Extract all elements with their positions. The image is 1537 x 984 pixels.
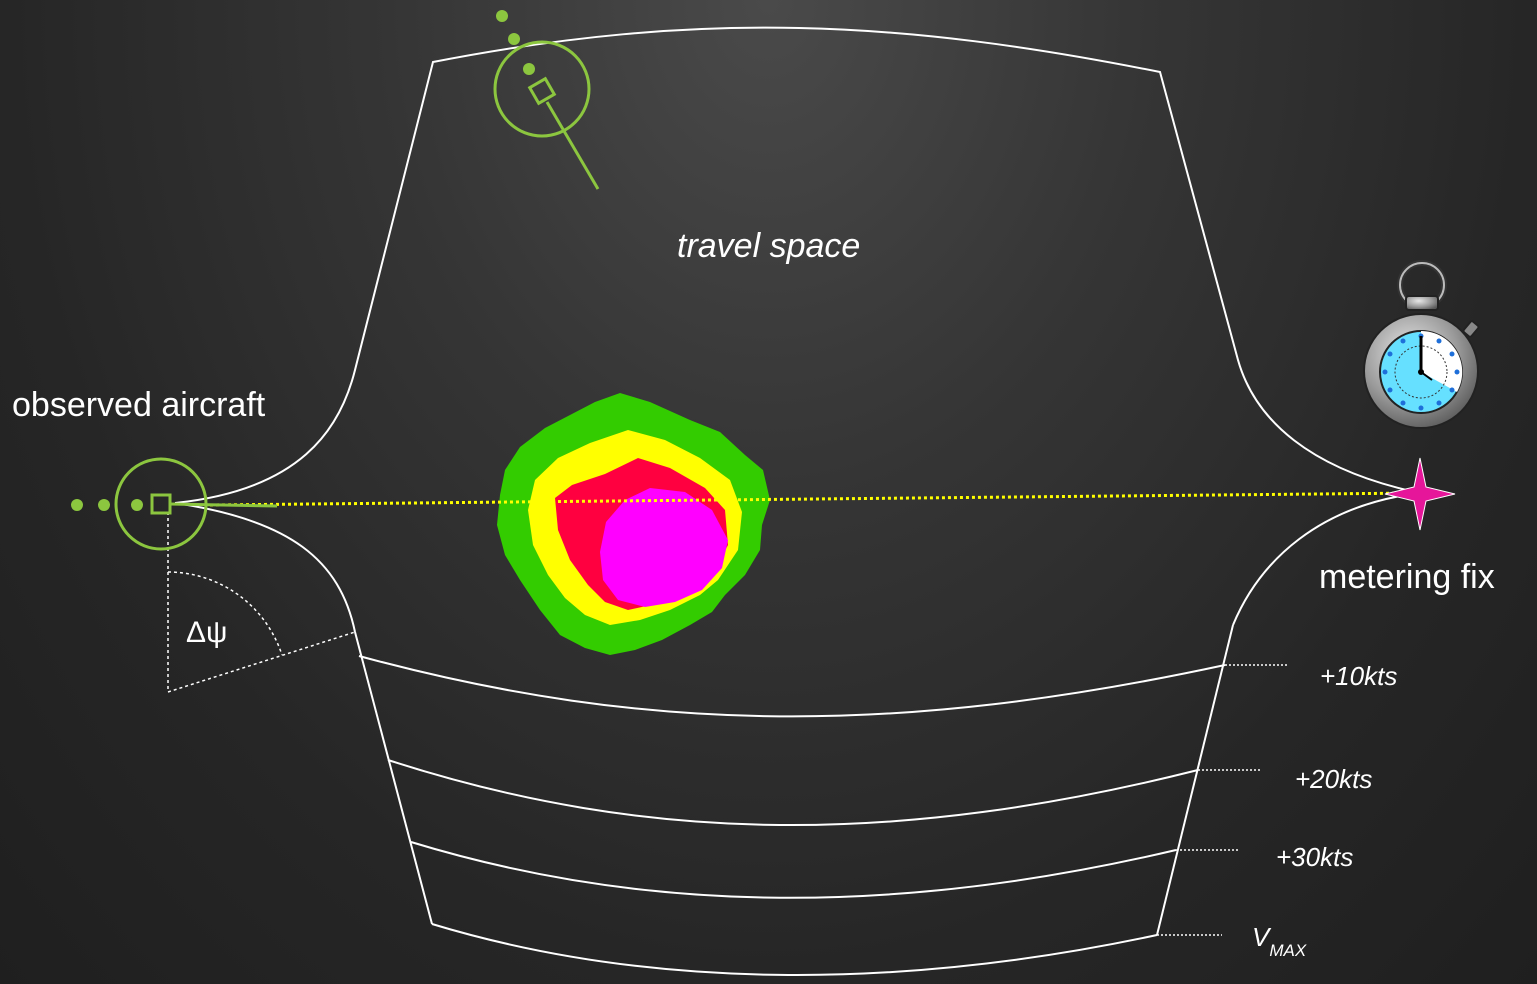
aircraft-heading-vector <box>545 101 600 190</box>
aircraft-history-dot <box>523 63 535 75</box>
speed-band-30kts <box>410 841 1177 899</box>
route-line <box>209 491 1419 507</box>
speed-label-vmax: VMAX <box>1252 922 1307 960</box>
aircraft-history-dot <box>508 33 520 45</box>
observed-aircraft-icon[interactable] <box>71 457 278 551</box>
metering-fix-star-icon[interactable] <box>1384 457 1456 531</box>
speed-label-20kts: +20kts <box>1295 764 1372 794</box>
travel-space-boundary <box>174 26 1421 936</box>
aircraft-heading-vector <box>169 502 278 508</box>
speed-label-30kts: +30kts <box>1276 842 1353 872</box>
aircraft-symbol <box>150 493 172 515</box>
speed-band-10kts <box>358 655 1226 718</box>
vmax-subscript: MAX <box>1269 941 1307 960</box>
weather-core <box>600 488 728 607</box>
speed-band-20kts <box>387 759 1199 827</box>
other-aircraft-icon[interactable] <box>493 10 600 190</box>
aircraft-history-dot <box>131 499 143 511</box>
metering-fix-label: metering fix <box>1319 558 1495 596</box>
vmax-main: V <box>1252 922 1272 952</box>
travel-space-label: travel space <box>677 227 860 265</box>
observed-aircraft-label: observed aircraft <box>12 386 266 424</box>
aircraft-history-dot <box>496 10 508 22</box>
speed-band-vmax <box>431 923 1158 976</box>
heading-change-indicator <box>167 512 356 693</box>
speed-label-10kts: +10kts <box>1320 661 1397 691</box>
delta-psi-label: Δψ <box>186 616 227 649</box>
stopwatch-icon <box>1363 260 1480 429</box>
speed-band-leaders <box>1157 664 1288 936</box>
weather-cell <box>497 393 770 655</box>
aircraft-protection-ring <box>493 40 591 138</box>
aircraft-symbol <box>527 76 557 106</box>
speed-bands <box>358 655 1226 976</box>
aircraft-history-dot <box>71 499 83 511</box>
aircraft-history-dot <box>98 499 110 511</box>
